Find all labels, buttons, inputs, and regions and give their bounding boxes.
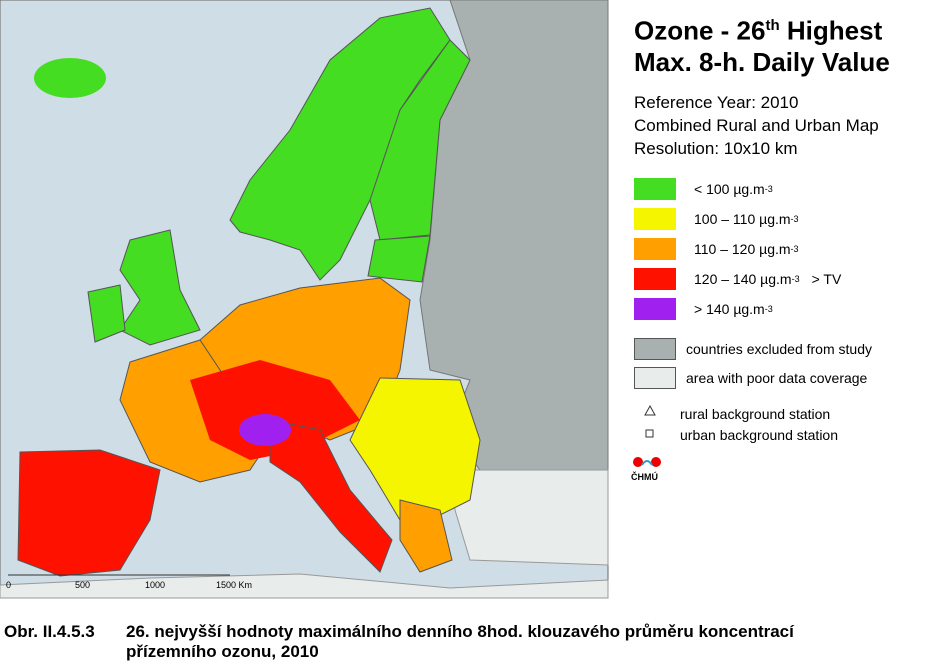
legend-item: 100 – 110 µg.m -3 [634,208,799,230]
britain [119,229,201,346]
iberia [17,449,161,577]
italy [269,419,393,573]
swatch [634,268,676,290]
legend-label: < 100 µg.m [694,181,765,197]
station-label: urban background station [680,427,838,443]
scale-label: 1000 [145,580,165,590]
station-symbols [644,404,656,438]
station-label: rural background station [680,406,831,422]
info: Combined Rural and Urban Map [634,116,879,135]
swatch [634,178,676,200]
legend-note: > TV [811,271,842,287]
area-item: countries excluded from study [634,338,872,360]
area-label: area with poor data coverage [686,370,868,386]
africa [0,573,609,599]
triangle-symbol [644,404,656,416]
title-sup: th [765,17,780,34]
map: 0 500 1000 1500 Km [0,0,609,599]
turkey [449,469,609,566]
legend-sup: -3 [790,214,799,224]
swatch [634,238,676,260]
caption: 26. nejvyšší hodnoty maximálního denního… [126,622,794,641]
legend-label: 100 – 110 µg.m [694,211,791,227]
legend-item: 110 – 120 µg.m -3 [634,238,799,260]
area-item: area with poor data coverage [634,367,867,389]
title: Ozone - 26th Highest Max. 8-h. Daily Val… [634,10,890,78]
baltics [367,235,431,283]
title-text: Max. 8-h. Daily Value [634,46,890,77]
area-label: countries excluded from study [686,341,872,357]
logo: ČHMÚ [631,472,658,482]
legend-item: < 100 µg.m -3 [634,178,773,200]
legend-sup: -3 [764,184,773,194]
info: Resolution: 10x10 km [634,139,798,158]
title-text: Ozone - 26 [634,15,766,46]
logo-icon [633,457,661,467]
swatch [634,208,676,230]
legend-sup: -3 [791,274,800,284]
legend-label: > 140 µg.m [694,301,765,317]
finland [369,39,471,241]
swatch [634,367,676,389]
greece [399,499,453,573]
square-symbol [645,429,654,438]
legend-item: > 140 µg.m -3 [634,298,773,320]
swatch [634,298,676,320]
caption-number: Obr. II.4.5.3 [4,622,95,641]
swatch [634,338,676,360]
info: Reference Year: 2010 [634,93,799,112]
scale-label: 0 [6,580,11,590]
scale-label: 1500 Km [216,580,252,590]
title-text: Highest [779,15,883,46]
ireland [87,284,126,343]
scale-label: 500 [75,580,90,590]
caption: přízemního ozonu, 2010 [126,642,319,661]
alps-purple [239,414,291,446]
legend-label: 110 – 120 µg.m [694,241,791,257]
iceland [34,58,106,98]
legend-label: 120 – 140 µg.m [694,271,792,287]
legend-item: 120 – 140 µg.m -3 > TV [634,268,841,290]
legend-sup: -3 [790,244,799,254]
legend-sup: -3 [764,304,773,314]
